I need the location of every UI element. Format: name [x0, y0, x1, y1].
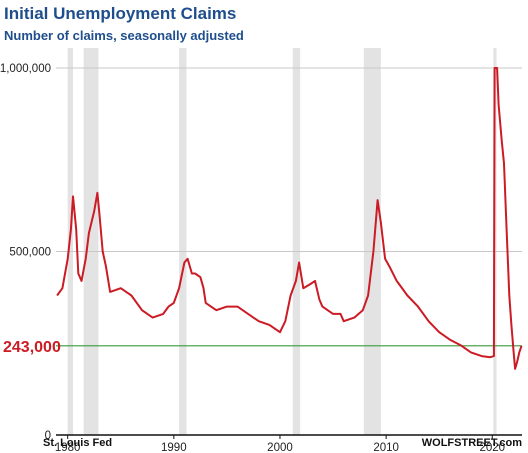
recession-band-2 [179, 48, 187, 435]
y-tick-label-1: 500,000 [9, 247, 51, 259]
y-tick-label-2: 1,000,000 [0, 63, 51, 75]
y-gridlines: 0 500,000 1,000,000 [0, 63, 522, 442]
y-tick-label-0: 0 [45, 430, 51, 442]
x-tick-label-2: 2000 [267, 442, 293, 453]
recession-band-1 [83, 48, 99, 435]
reference-line-group: 243,000 [3, 339, 522, 356]
reference-line-label: 243,000 [3, 339, 61, 356]
brand-label: WOLFSTREET.com [422, 437, 522, 449]
chart-title: Initial Unemployment Claims [4, 4, 236, 23]
chart-subtitle: Number of claims, seasonally adjusted [4, 28, 244, 43]
x-tick-label-3: 2010 [373, 442, 399, 453]
axes: 1980 1990 2000 2010 2020 [55, 434, 522, 453]
series-layer [56, 67, 523, 370]
recession-band-4 [363, 48, 381, 435]
x-tick-label-1: 1990 [161, 442, 187, 453]
recession-bands [67, 48, 497, 435]
x-tick-label-0: 1980 [55, 442, 81, 453]
source-label: St. Louis Fed [43, 437, 112, 449]
series-line-0 [56, 67, 523, 370]
x-tick-label-4: 2020 [479, 442, 505, 453]
recession-band-3 [292, 48, 301, 435]
